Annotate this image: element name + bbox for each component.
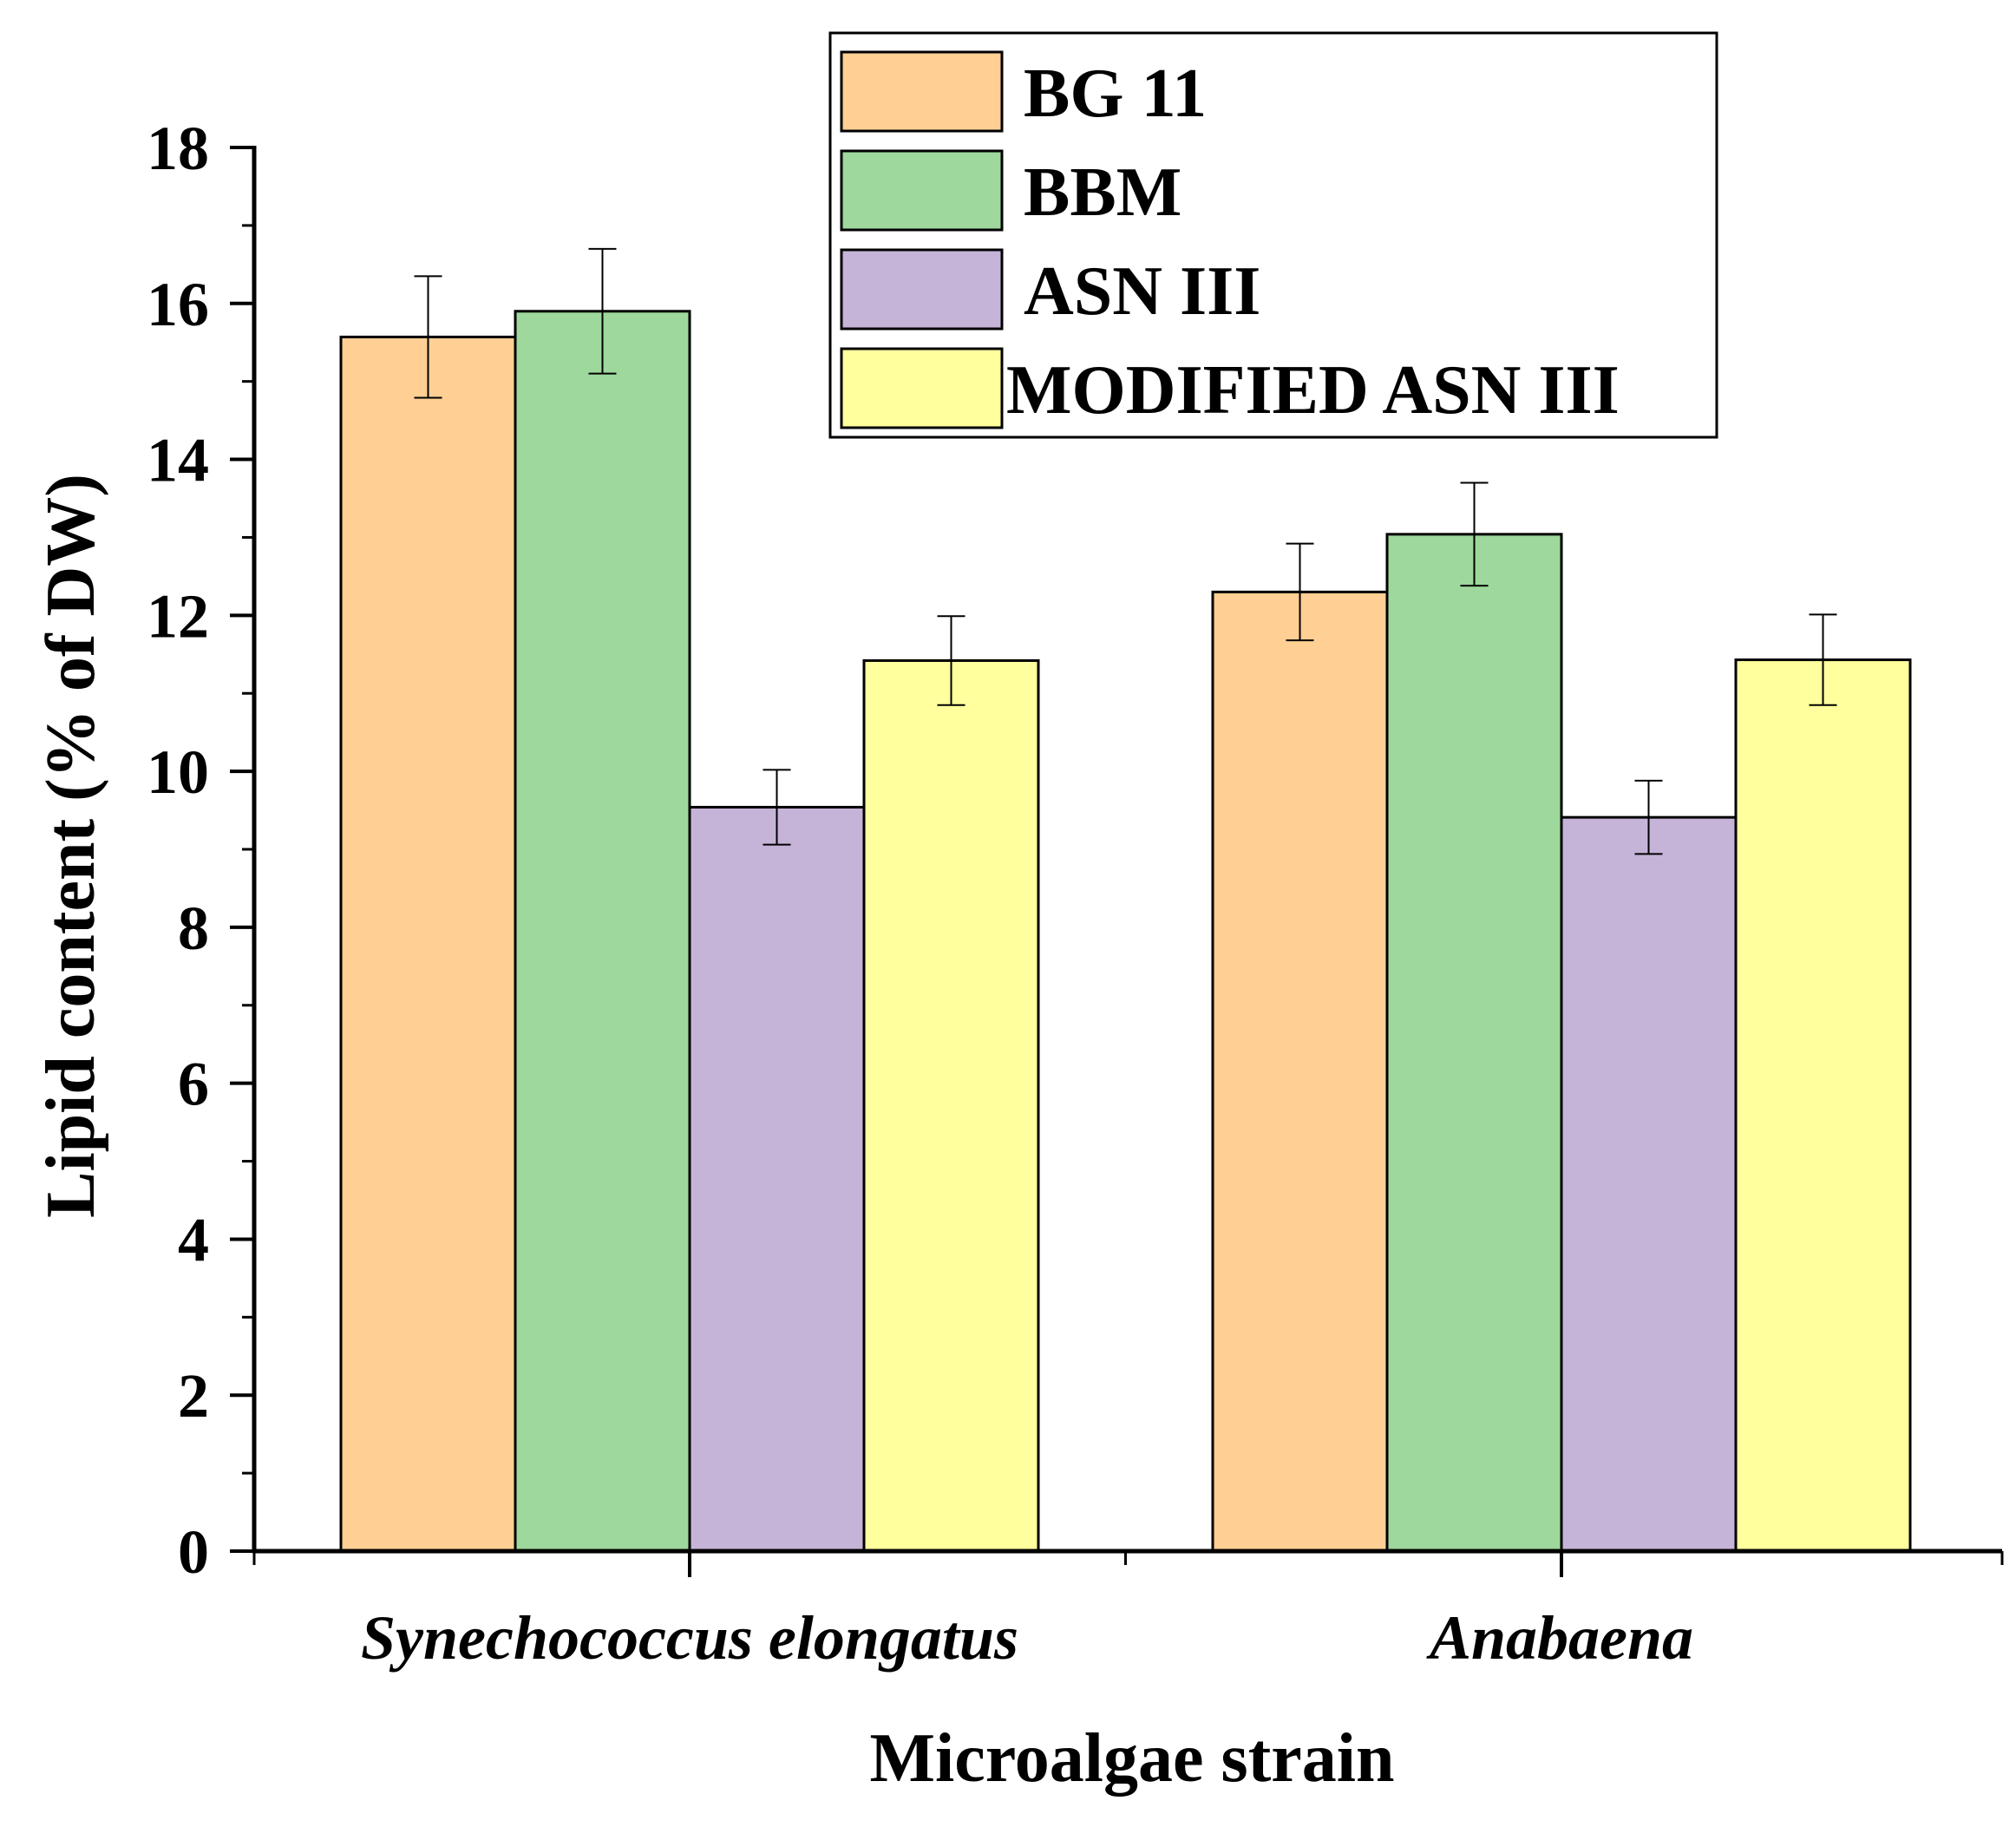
bar (1734, 658, 1912, 1553)
x-ticks: Synechococcus elongatus Anabaena (252, 1551, 2004, 1673)
y-axis-title: Lipid content (% of DW) (33, 474, 109, 1218)
bar (1560, 815, 1738, 1553)
y-tick-label: 6 (178, 1050, 209, 1119)
legend-swatch (840, 50, 1004, 133)
bar (862, 658, 1040, 1553)
y-tick-label: 10 (147, 737, 209, 807)
bar (514, 310, 691, 1553)
x-category-label: Synechococcus elongatus (361, 1603, 1018, 1673)
legend-label: MODIFIED ASN III (1006, 352, 1620, 429)
y-tick-label: 8 (178, 894, 209, 963)
y-tick-label: 16 (147, 270, 209, 339)
legend-swatch (840, 248, 1004, 331)
legend-swatch (840, 347, 1004, 429)
x-axis-title: Microalgae strain (869, 1720, 1394, 1797)
bars-layer (339, 247, 1912, 1553)
bar (339, 335, 517, 1553)
legend-swatch (840, 149, 1004, 232)
legend-label: ASN III (1024, 253, 1260, 330)
y-tick-label: 0 (178, 1517, 209, 1587)
y-tick-label: 4 (178, 1205, 209, 1274)
legend-label: BBM (1024, 154, 1181, 231)
legend-label: BG 11 (1024, 56, 1207, 132)
y-tick-label: 18 (147, 114, 209, 183)
x-category-label: Anabaena (1426, 1603, 1693, 1673)
y-tick-label: 2 (178, 1361, 209, 1431)
y-tick-label: 14 (147, 426, 209, 495)
y-tick-label: 12 (147, 581, 209, 651)
bar (1211, 590, 1389, 1553)
bar (688, 805, 866, 1553)
y-ticks: 0 2 4 6 8 10 12 14 16 18 (147, 114, 254, 1587)
bar (1385, 533, 1563, 1553)
legend: BG 11 BBM ASN III MODIFIED ASN III (828, 31, 1718, 439)
